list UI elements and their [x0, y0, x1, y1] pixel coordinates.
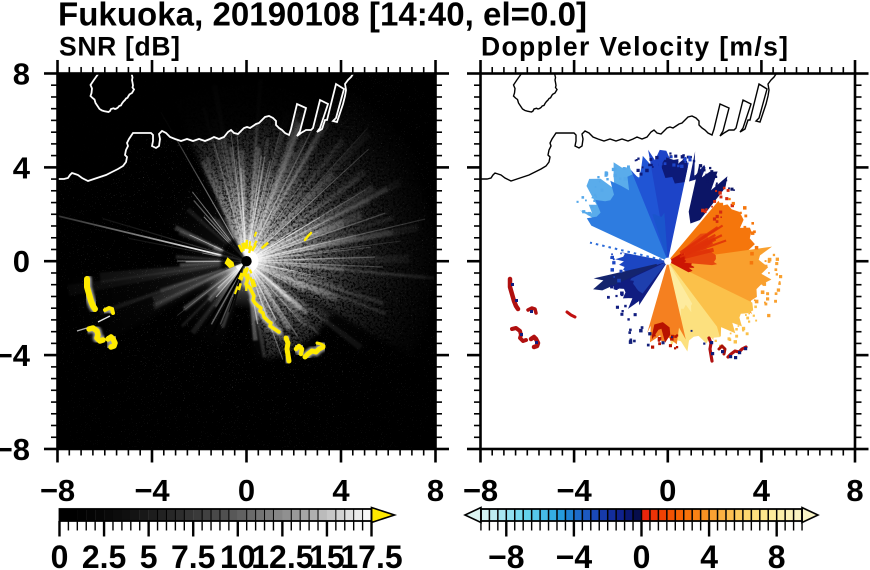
- svg-text:Fukuoka, 20190108 [14:40, el=0: Fukuoka, 20190108 [14:40, el=0.0]: [58, 0, 587, 33]
- svg-text:−4: −4: [0, 338, 31, 373]
- svg-text:2.5: 2.5: [82, 539, 126, 570]
- svg-text:8: 8: [846, 473, 863, 508]
- svg-text:−8: −8: [40, 473, 75, 508]
- svg-text:15: 15: [309, 539, 345, 570]
- svg-text:SNR [dB]: SNR [dB]: [59, 31, 180, 61]
- svg-text:8: 8: [768, 539, 786, 570]
- svg-text:−4: −4: [556, 473, 592, 508]
- svg-text:4: 4: [332, 473, 350, 508]
- svg-text:−4: −4: [134, 473, 170, 508]
- svg-text:8: 8: [13, 56, 30, 91]
- svg-text:17.5: 17.5: [340, 539, 402, 570]
- svg-text:12.5: 12.5: [251, 539, 313, 570]
- svg-text:8: 8: [427, 473, 444, 508]
- svg-text:0: 0: [51, 539, 69, 570]
- svg-text:4: 4: [700, 539, 718, 570]
- svg-text:−8: −8: [463, 473, 498, 508]
- svg-text:−8: −8: [0, 432, 30, 467]
- svg-text:10: 10: [220, 539, 256, 570]
- svg-text:Doppler Velocity [m/s]: Doppler Velocity [m/s]: [481, 32, 788, 62]
- svg-text:0: 0: [633, 539, 651, 570]
- svg-text:−8: −8: [488, 539, 524, 570]
- svg-text:0: 0: [238, 473, 255, 508]
- svg-text:0: 0: [659, 473, 676, 508]
- svg-text:0: 0: [13, 244, 30, 279]
- svg-text:4: 4: [753, 473, 771, 508]
- svg-text:5: 5: [140, 539, 158, 570]
- svg-text:−4: −4: [556, 539, 593, 570]
- svg-text:7.5: 7.5: [171, 539, 215, 570]
- svg-text:4: 4: [13, 150, 31, 185]
